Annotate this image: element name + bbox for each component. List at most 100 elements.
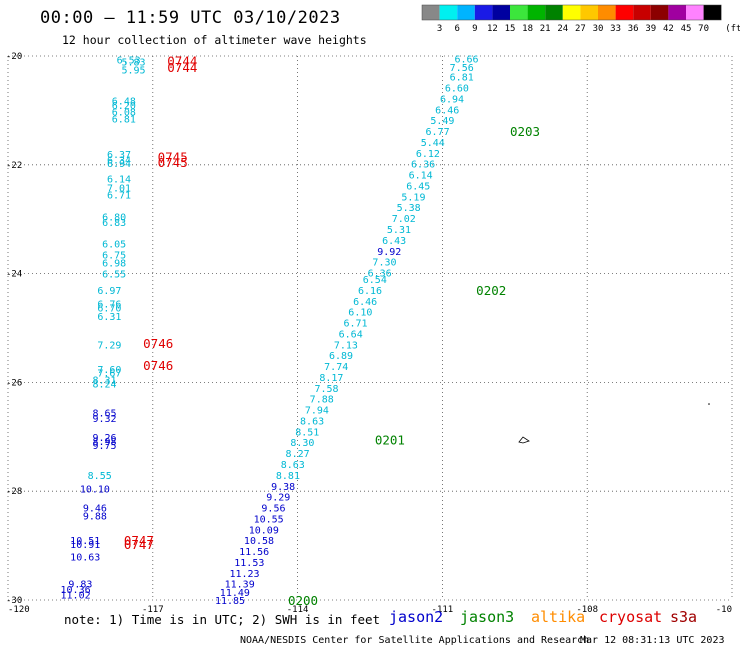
legend-swatch [474, 5, 493, 20]
wave-height-label: 10.55 [254, 514, 284, 525]
wave-height-label: 9.29 [266, 493, 290, 504]
wave-height-label: 8.65 [92, 408, 116, 419]
wave-height-label: 10.36 [61, 585, 91, 596]
wave-height-label: 6.08 [112, 107, 136, 118]
legend-label: 6 [454, 24, 459, 34]
wave-height-label: 6.05 [102, 240, 126, 251]
satellite-name: altika [531, 608, 586, 626]
legend-label: 24 [557, 24, 568, 34]
legend-label: 39 [645, 24, 656, 34]
wave-height-label: 10.10 [80, 484, 110, 495]
wave-height-label: 5.19 [401, 192, 425, 203]
wave-height-label: 6.94 [440, 94, 464, 105]
wave-height-label: 7.60 [97, 365, 121, 376]
pass-time-label: 0746 [143, 336, 173, 351]
wave-height-label: 6.76 [97, 300, 121, 311]
legend-label: 70 [698, 24, 709, 34]
wave-height-label: 6.48 [112, 97, 136, 108]
wave-height-label: 6.54 [363, 275, 387, 286]
wave-height-label: 11.23 [229, 569, 259, 580]
wave-height-label: 7.01 [107, 184, 131, 195]
wave-height-label: 6.10 [348, 308, 372, 319]
wave-height-label: 11.49 [220, 588, 250, 599]
y-tick-label: -22 [6, 161, 22, 171]
wave-height-label: 8.63 [281, 460, 305, 471]
pass-time-label: 0203 [510, 124, 540, 139]
wave-height-label: 6.89 [329, 351, 353, 362]
chart-plot: -120 -117 -114 -111 -108 -10 -20 -22 -24 -26 -28 -3… [6, 52, 733, 615]
wave-height-label: 6.66 [454, 55, 478, 66]
wave-height-label: 8.31 [92, 376, 116, 387]
wave-height-label: 6.55 [102, 270, 126, 281]
wave-height-label: 11.85 [215, 596, 245, 607]
legend-swatch [598, 5, 616, 20]
y-tick-label: -28 [6, 487, 22, 497]
pass-time-label: 0745 [158, 150, 188, 165]
wave-height-label: 6.81 [112, 115, 136, 126]
wave-height-label: 9.38 [271, 482, 295, 493]
pass-time-label: 0200 [288, 593, 318, 608]
footer-timestamp: Mar 12 08:31:13 UTC 2023 [580, 635, 725, 646]
wave-height-label: 6.60 [445, 84, 469, 95]
legend-label: 12 [487, 24, 498, 34]
wave-height-label: 9.83 [68, 580, 92, 591]
wave-height-label: 7.02 [392, 214, 416, 225]
y-tick-label: -20 [6, 52, 22, 62]
legend-label: 3 [437, 24, 442, 34]
legend-swatch [703, 5, 722, 20]
wave-height-label: 7.58 [315, 384, 339, 395]
chart-title: 00:00 — 11:59 UTC 03/10/2023 [40, 8, 341, 28]
legend-swatch [422, 5, 440, 20]
wave-height-label: 6.20 [112, 101, 136, 112]
wave-height-label: 6.80 [102, 212, 126, 223]
wave-height-label: 9.56 [261, 504, 285, 515]
x-tick-label: -120 [8, 605, 30, 615]
wave-height-label: 6.46 [435, 105, 459, 116]
wave-height-label: 6.98 [102, 259, 126, 270]
legend-swatch [650, 5, 669, 20]
y-tick-label: -26 [6, 378, 22, 388]
pass-time-label: 0201 [375, 433, 405, 448]
wave-height-label: 7.29 [97, 340, 121, 351]
x-tick-label: -108 [576, 605, 598, 615]
x-tick-label: -114 [287, 605, 309, 615]
wave-height-label: 11.53 [234, 558, 264, 569]
legend-label: 18 [522, 24, 533, 34]
wave-height-label: 5.95 [121, 66, 145, 77]
wave-height-label: 8.27 [286, 449, 310, 460]
wave-height-label: 6.45 [406, 181, 430, 192]
pass-time-label: 0744 [167, 60, 197, 75]
wave-height-label: 6.83 [102, 218, 126, 229]
pass-time-label: 0202 [476, 283, 506, 298]
wave-height-label: 9.26 [92, 433, 116, 444]
wave-height-label: 6.81 [450, 73, 474, 84]
x-tick-label: -10 [716, 605, 732, 615]
legend-label: 42 [663, 24, 674, 34]
legend-label: 15 [505, 24, 516, 34]
wave-height-label: 7.13 [334, 340, 358, 351]
legend-swatch [580, 5, 598, 20]
wave-height-label: 7.74 [324, 362, 348, 373]
wave-height-label: 6.77 [426, 127, 450, 138]
pass-time-label: 0747 [124, 537, 154, 552]
wave-height-label: 11.39 [225, 580, 255, 591]
wave-height-label: 6.71 [343, 319, 367, 330]
satellite-name: cryosat [599, 608, 663, 626]
wave-height-label: 6.12 [416, 149, 440, 160]
wave-height-label: 5.44 [421, 138, 445, 149]
wave-height-label: 11.56 [239, 547, 269, 558]
legend-label: 30 [593, 24, 604, 34]
wave-height-label: 7.56 [450, 63, 474, 74]
wave-height-label: 5.31 [387, 225, 411, 236]
wave-height-label: 6.75 [102, 251, 126, 262]
satellite-name: jason3 [460, 608, 515, 626]
wave-height-label: 5.38 [397, 203, 421, 214]
wave-height-label: 6.71 [107, 191, 131, 202]
legend-label: 33 [610, 24, 621, 34]
legend-swatch [562, 5, 581, 20]
pass-time-label: 0747 [124, 533, 154, 548]
pass-time-label: 0744 [167, 53, 197, 68]
wave-height-label: 6.16 [358, 286, 382, 297]
legend-swatch [686, 5, 704, 20]
